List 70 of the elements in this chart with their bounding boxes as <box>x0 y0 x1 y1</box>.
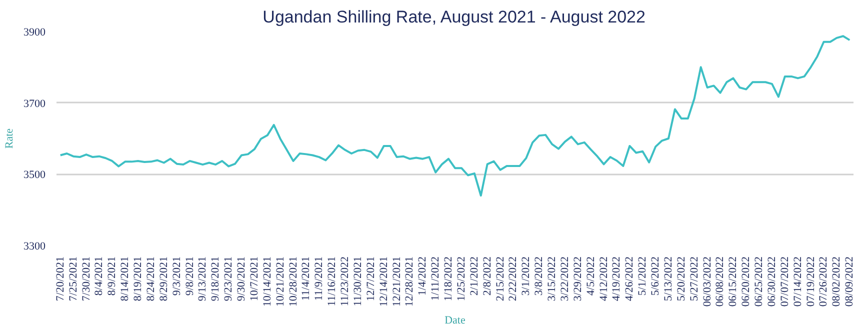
x-tick-label: 10/21/2021 <box>274 256 286 307</box>
x-tick-label: 07/14/2022 <box>792 256 804 307</box>
x-tick-label: 06/03/2022 <box>701 256 714 307</box>
x-tick-label: 10/14/2021 <box>261 256 274 307</box>
x-tick-label: 2/15/2022 <box>494 256 506 302</box>
x-tick-label: 3/15/2022 <box>546 256 558 302</box>
x-tick-label: 11/30/2021 <box>352 256 364 306</box>
x-tick-label: 5/1/2022 <box>636 256 649 296</box>
x-tick-label: 2/8/2022 <box>481 256 494 296</box>
x-tick-label: 1/18/2022 <box>442 256 455 302</box>
x-tick-label: 8/29/2021 <box>158 256 170 302</box>
x-tick-label: 3/29/2022 <box>572 256 584 302</box>
x-tick-label: 9/8/2021 <box>184 256 196 296</box>
x-tick-label: 8/14/2021 <box>119 256 132 302</box>
y-tick-label: 3900 <box>24 26 46 38</box>
y-axis-title: Rate <box>4 128 16 149</box>
x-tick-label: 8/24/2021 <box>144 256 157 302</box>
x-tick-label: 11/16/2021 <box>326 256 338 306</box>
x-tick-label: 06/25/2022 <box>753 256 766 307</box>
x-tick-label: 5/20/2022 <box>675 256 688 302</box>
x-tick-label: 7/20/2021 <box>54 256 66 302</box>
x-tick-label: 8/9/2021 <box>106 256 118 296</box>
x-tick-label: 2/22/2022 <box>507 256 520 302</box>
x-tick-label: 11/9/2021 <box>313 256 326 301</box>
x-tick-label: 8/19/2021 <box>132 256 144 302</box>
x-tick-label: 1/4/2022 <box>416 256 429 296</box>
x-axis-title: Date <box>444 314 466 327</box>
y-tick-label: 3300 <box>24 240 46 252</box>
x-tick-label: 12/28/2021 <box>404 256 416 307</box>
x-tick-label: 1/25/2022 <box>455 256 468 302</box>
x-tick-label: 4/19/2022 <box>610 256 623 302</box>
x-tick-label: 8/4/2021 <box>93 256 106 296</box>
x-tick-label: 11/4/2021 <box>300 256 312 301</box>
x-tick-label: 08/02/2022 <box>830 256 843 307</box>
x-tick-label: 06/15/2022 <box>727 256 740 307</box>
x-tick-label: 12/7/2021 <box>364 256 377 302</box>
x-tick-label: 7/25/2021 <box>67 256 80 302</box>
x-tick-label: 10/7/2021 <box>248 256 260 302</box>
chart-title: Ugandan Shilling Rate, August 2021 - August 2022 <box>262 8 646 26</box>
x-tick-label: 9/23/2021 <box>222 256 235 302</box>
x-tick-label: 3/8/2022 <box>533 256 546 296</box>
x-tick-label: 7/30/2021 <box>80 256 92 302</box>
y-tick-label: 3700 <box>24 98 46 110</box>
x-tick-label: 9/3/2021 <box>170 256 183 296</box>
x-tick-label: 12/14/2021 <box>378 256 390 307</box>
x-tick-label: 07/26/2022 <box>818 256 830 307</box>
x-tick-label: 08/09/2022 <box>844 256 856 307</box>
x-tick-label: 2/1/2022 <box>468 256 480 296</box>
x-tick-label: 9/30/2021 <box>236 256 248 302</box>
x-tick-label: 5/27/2022 <box>688 256 700 302</box>
x-tick-label: 4/12/2022 <box>598 256 610 302</box>
x-tick-label: 12/21/2021 <box>390 256 403 307</box>
x-tick-label: 1/11/2022 <box>430 256 442 301</box>
x-tick-label: 9/13/2021 <box>196 256 209 302</box>
x-tick-label: 4/5/2022 <box>584 256 597 296</box>
x-tick-label: 3/22/2022 <box>558 256 571 302</box>
x-tick-label: 5/6/2022 <box>650 256 662 296</box>
x-tick-label: 4/26/2022 <box>624 256 636 302</box>
x-tick-label: 06/30/2022 <box>766 256 778 307</box>
x-tick-label: 06/20/2022 <box>740 256 752 307</box>
x-tick-label: 3/1/2022 <box>520 256 532 296</box>
x-tick-label: 07/07/2022 <box>778 256 791 307</box>
x-tick-label: 10/28/2021 <box>287 256 300 307</box>
y-tick-label: 3500 <box>24 169 46 182</box>
x-tick-label: 07/19/2022 <box>804 256 817 307</box>
line-series <box>59 35 851 197</box>
x-tick-label: 11/23/2022 <box>339 256 352 306</box>
x-tick-label: 9/18/2021 <box>210 256 222 302</box>
x-tick-label: 5/13/2022 <box>662 256 674 302</box>
x-tick-label: 06/08/2022 <box>714 256 726 307</box>
